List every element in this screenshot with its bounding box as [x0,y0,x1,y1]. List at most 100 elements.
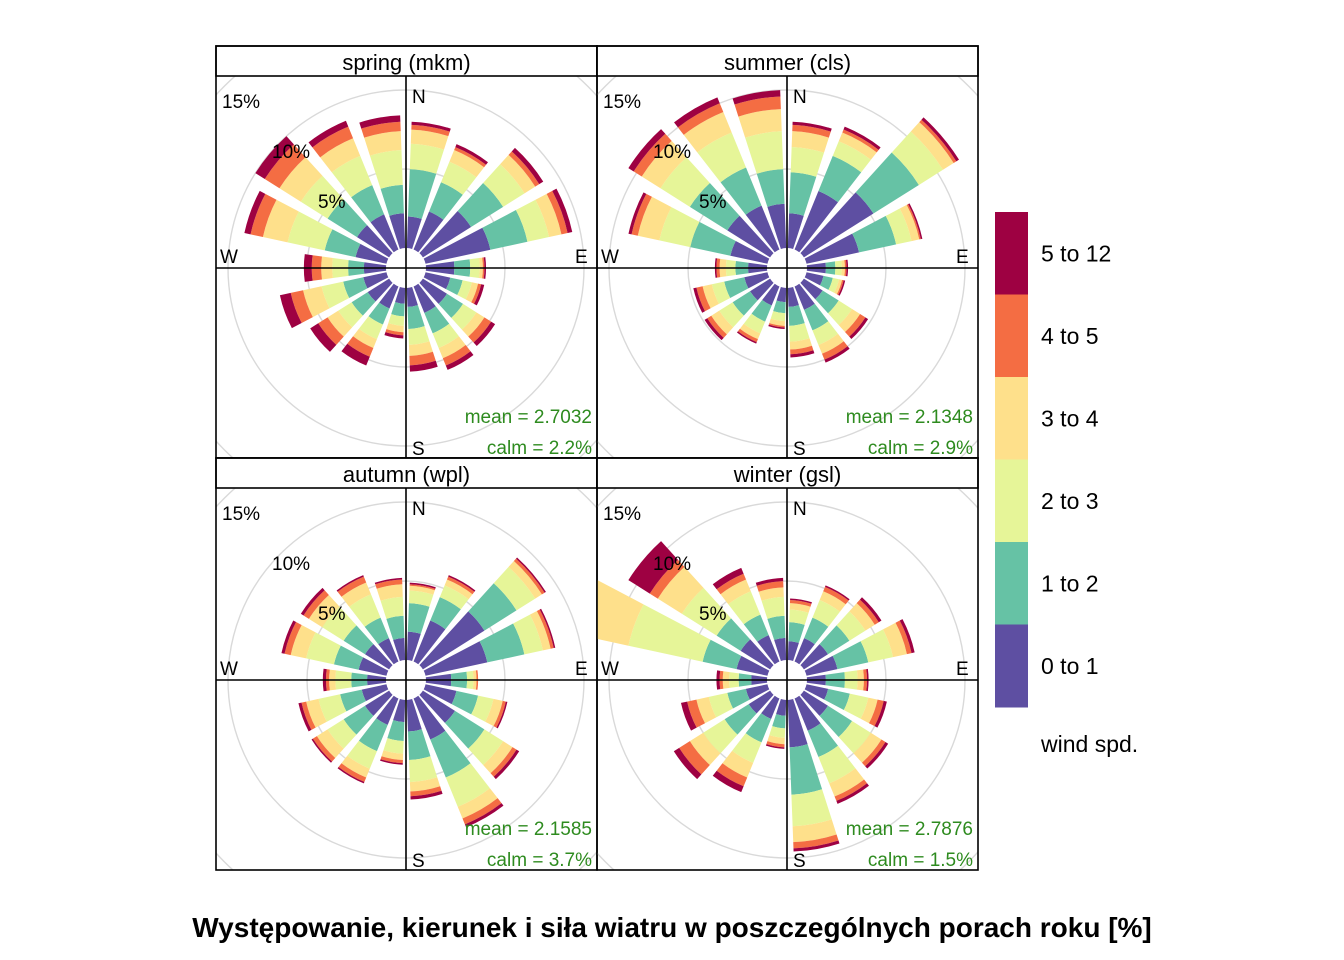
wedge-dir130-bin2 [444,710,485,749]
wedge-dir170-bin5 [790,345,814,355]
wedge-dir190-bin3 [388,314,405,326]
legend-label-bin5: 4 to 5 [1041,323,1099,349]
wedge-dir10-bin3 [790,146,825,177]
wedge-dir230-bin1 [750,278,774,301]
wedge-dir130-bin6 [865,742,889,769]
wedge-dir30-bin6 [455,144,488,165]
compass-w-label: W [601,247,619,268]
wedge-dir170-bin3 [789,323,810,342]
wedge-dir130-bin6 [849,317,869,339]
calm-label: calm = 1.5% [868,850,973,871]
wedge-dir130-bin4 [853,732,882,763]
wedge-dir190-bin1 [776,287,787,303]
wedge-dir230-bin4 [689,732,721,766]
compass-s-label: S [793,851,806,872]
wedge-dir250-bin3 [708,692,733,718]
wedge-dir130-bin5 [845,314,866,337]
wedge-dir150-bin5 [462,798,502,825]
wedge-dir190-bin1 [393,699,406,723]
legend-label-bin2: 1 to 2 [1041,570,1099,596]
wedge-dir190-bin4 [769,318,785,326]
wedge-dir350-bin3 [380,596,404,619]
wedge-dir110-bin2 [446,277,463,296]
wedge-dir150-bin2 [430,730,471,778]
wedge-dir30-bin5 [823,586,849,605]
wedge-dir230-bin1 [367,278,393,302]
wedge-dir70-bin1 [804,233,860,264]
wedge-dir330-bin5 [312,126,354,158]
wedge-dir50-bin5 [919,119,957,164]
wedge-dir70-bin6 [552,188,573,234]
wedge-dir70-bin6 [908,203,923,240]
wedge-dir10-bin1 [406,216,422,249]
wedge-dir110-bin5 [868,699,884,727]
wedge-dir350-bin4 [758,587,784,601]
wedge-dir230-bin5 [707,315,727,338]
wedge-dir330-bin2 [351,185,385,223]
wedge-dir290-bin6 [244,190,266,235]
panel-body [597,488,978,870]
wedge-dir110-bin6 [496,701,508,729]
wedge-dir250-bin2 [724,277,749,298]
panel-title: winter (gsl) [733,462,842,487]
wedge-dir310-bin6 [300,587,325,616]
wedge-dir290-bin1 [736,655,770,676]
wedge-dir110-bin6 [874,700,887,728]
wedge-dir70-bin6 [899,619,915,654]
compass-e-label: E [575,659,588,680]
panel-body [597,76,978,458]
wedge-dir10-bin5 [411,124,450,137]
wedge-dir210-bin5 [737,328,758,343]
wedge-dir10-bin2 [789,172,817,216]
wedge-dir130-bin4 [838,308,861,332]
wedge-dir110-bin2 [451,690,479,715]
wedge-dir290-bin4 [637,196,672,241]
wedge-dir170-bin2 [789,744,823,795]
wedge-dir110-bin1 [423,684,457,705]
wedge-dir230-bin4 [316,729,344,759]
wedge-dir230-bin5 [679,741,710,775]
wedge-dir190-bin6 [384,332,404,339]
wedge-dir350-bin4 [364,131,402,156]
wedge-dir30-bin1 [794,190,838,253]
wedge-dir190-bin3 [769,726,786,738]
wedge-dir350-bin5 [756,581,784,592]
wedge-dir130-bin4 [483,741,513,774]
ring-label-10: 10% [653,554,691,575]
wedge-dir150-bin6 [836,783,869,804]
wedge-dir250-bin3 [321,281,350,309]
wedge-dir330-bin4 [683,111,732,153]
wedge-dir350-bin5 [361,121,401,138]
wedge-dir310-bin2 [327,199,368,238]
wedge-dir10-bin4 [789,603,811,613]
wedge-dir70-bin2 [852,215,897,253]
wedge-dir130-bin6 [493,749,520,780]
wedge-dir290-bin3 [659,207,700,248]
wedge-dir330-bin4 [320,138,361,173]
wedge-dir50-bin3 [836,611,866,641]
wedge-dir10-bin6 [411,121,451,132]
wedge-dir230-bin2 [732,291,758,316]
wedge-dir10-bin6 [409,582,436,589]
wedge-dir290-bin6 [628,192,647,235]
wedge-dir290-bin5 [284,622,302,656]
wedge-dir70-bin2 [479,623,525,663]
wedge-dir250-bin5 [687,699,706,728]
mean-label: mean = 2.1585 [465,819,592,840]
compass-s-label: S [412,439,425,460]
wedge-dir230-bin3 [703,719,738,754]
wedge-dir70-bin2 [832,641,869,670]
wedge-dir310-bin5 [649,559,685,599]
wedge-dir330-bin1 [370,214,399,253]
wedge-dir350-bin6 [374,577,403,585]
wedge-dir330-bin6 [712,567,744,590]
wedge-dir50-bin2 [468,583,517,631]
wedge-dir250-bin3 [711,281,731,304]
wedge-dir190-bin2 [773,300,786,314]
wedge-dir110-bin3 [457,280,472,300]
wedge-dir250-bin1 [361,684,389,702]
panel-body [216,488,597,870]
wedge-dir190-bin4 [767,735,785,745]
wedge-dir10-bin2 [407,603,430,634]
